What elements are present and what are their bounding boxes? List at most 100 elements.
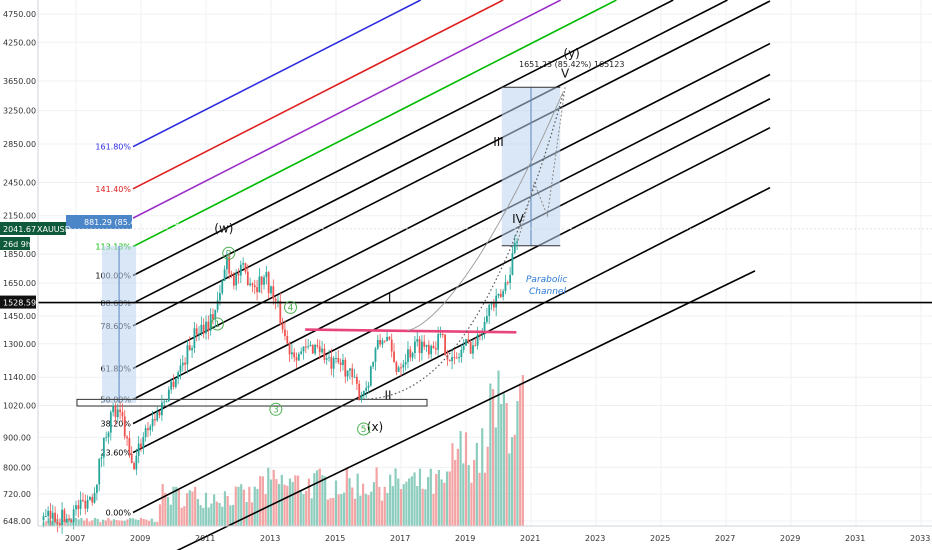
candle-body: [383, 340, 386, 342]
fib-level-label: 161.80%: [95, 143, 131, 152]
y-tick-label: 1020.00: [3, 402, 36, 411]
volume-bar: [329, 498, 332, 526]
volume-bar: [402, 484, 405, 526]
candle-body: [270, 286, 272, 294]
candle-body: [425, 344, 428, 347]
price-axis[interactable]: 648.00 720.00 800.00 900.00 1020.00 1140.00 13…: [3, 0, 39, 526]
candle-body: [349, 368, 351, 371]
fib-channel-line: [132, 0, 771, 327]
fib-channel-line: [132, 0, 728, 304]
candle-body: [437, 334, 440, 350]
candle-body: [381, 340, 384, 345]
volume-bar: [115, 519, 118, 526]
y-tick-label: 2450.00: [3, 179, 36, 188]
volume-bar: [240, 484, 243, 526]
candle-body: [414, 341, 416, 353]
fib-channel-line: [132, 0, 422, 148]
candle-body: [362, 390, 365, 395]
y-tick-label: 2850.00: [3, 140, 36, 149]
volume-bar: [245, 502, 248, 526]
candle-body: [179, 365, 182, 373]
volume-bar: [291, 481, 294, 526]
candle-body: [68, 518, 70, 520]
volume-bar: [259, 476, 262, 526]
volume-bar: [343, 492, 346, 526]
candle-body: [300, 351, 303, 354]
x-tick-label: 2019: [455, 534, 475, 543]
candle-body: [221, 280, 224, 294]
candle-body: [112, 405, 115, 413]
volume-bar: [510, 437, 514, 526]
candle-body: [61, 509, 63, 526]
wave-circle-label: 5: [361, 425, 367, 435]
candle-body: [156, 411, 159, 421]
volume-bar: [399, 489, 403, 526]
candle-body: [95, 484, 98, 493]
volume-bar: [508, 453, 511, 526]
volume-bar: [364, 493, 367, 526]
wave-circle-label: 1: [215, 320, 221, 330]
volume-bar: [296, 475, 300, 526]
wave-label: II: [384, 388, 391, 402]
x-tick-label: 2027: [715, 534, 735, 543]
y-tick-label: 1650.00: [3, 279, 36, 288]
candle-body: [418, 339, 421, 354]
volume-bar: [429, 468, 432, 526]
candle-body: [246, 271, 249, 285]
wave-circle: [357, 422, 371, 436]
candle-body: [274, 298, 277, 301]
candle-body: [151, 419, 154, 427]
candle-body: [109, 412, 112, 433]
candle-body: [216, 300, 219, 310]
measure-boxes-layer: [66, 86, 561, 407]
volume-bar: [139, 517, 143, 526]
wave-label: (y): [563, 47, 579, 61]
fib-channel-line: [132, 73, 771, 401]
y-tick-label: 1140.00: [3, 373, 36, 382]
measure-left-label: 881.29 (85.42%) 88129: [84, 218, 179, 227]
candle-body: [455, 357, 458, 359]
volume-bar: [166, 497, 170, 526]
wave-label: III: [493, 135, 504, 149]
volume-bar: [445, 471, 449, 526]
candle-body: [177, 372, 180, 379]
volume-bar: [481, 428, 484, 526]
volume-bar: [218, 502, 221, 526]
candle-body: [260, 276, 263, 285]
volume-bar: [58, 518, 61, 526]
candle-body: [130, 453, 133, 463]
volume-bar: [134, 519, 137, 526]
candle-body: [158, 411, 161, 416]
volume-bar: [521, 375, 524, 526]
candle-body: [149, 426, 152, 431]
candle-body: [77, 505, 80, 509]
last-price-text: 2041.67: [3, 225, 36, 234]
candle-body: [506, 282, 509, 284]
candle-body: [272, 286, 275, 299]
candle-body: [434, 348, 437, 350]
candle-body: [225, 257, 228, 270]
candle-body: [307, 346, 310, 348]
volume-bar: [64, 519, 67, 526]
volume-bar: [410, 476, 413, 526]
volume-bar: [83, 520, 86, 526]
channel-lines-layer: [132, 0, 771, 550]
candle-body: [51, 512, 54, 519]
volume-bar: [421, 488, 424, 526]
candle-body: [128, 438, 131, 454]
candle-body: [337, 357, 340, 363]
candle-body: [430, 345, 433, 355]
time-axis[interactable]: 2007 2009 2011 2013 2015 2017 2019 2021 2023 2025…: [38, 525, 932, 543]
candle-body: [335, 357, 337, 359]
candle-body: [121, 412, 124, 417]
candle-body: [170, 381, 173, 390]
volume-bar: [242, 489, 246, 526]
volume-bar: [459, 431, 462, 526]
volume-bar: [207, 507, 210, 526]
candle-body: [244, 263, 247, 272]
candle-body: [330, 357, 333, 369]
candle-body: [44, 515, 47, 517]
candle-body: [205, 321, 207, 334]
volume-bar: [473, 459, 476, 526]
x-tick-label: 2015: [325, 534, 345, 543]
